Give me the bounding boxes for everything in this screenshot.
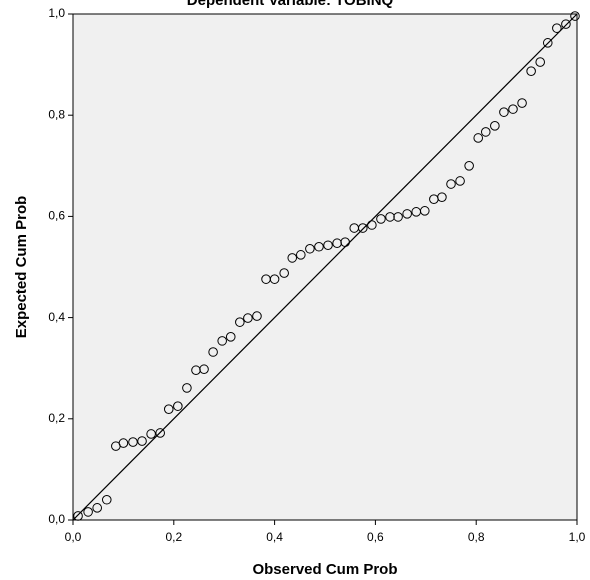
x-tick-label: 0,0 <box>65 530 82 544</box>
y-tick-label: 0,4 <box>48 310 65 324</box>
x-tick-label: 0,2 <box>165 530 182 544</box>
y-tick-label: 1,0 <box>48 6 65 20</box>
chart-title: Dependent Variable: TOBINQ <box>187 0 394 9</box>
x-tick-label: 0,4 <box>266 530 283 544</box>
y-axis-label: Expected Cum Prob <box>13 196 30 339</box>
x-axis-label: Observed Cum Prob <box>252 561 397 578</box>
x-tick-label: 0,8 <box>468 530 485 544</box>
x-tick-label: 0,6 <box>367 530 384 544</box>
y-tick-label: 0,2 <box>48 411 65 425</box>
chart: Dependent Variable: TOBINQ Observed Cum … <box>0 0 590 580</box>
x-tick-label: 1,0 <box>569 530 586 544</box>
y-tick-label: 0,0 <box>48 512 65 526</box>
y-tick-label: 0,8 <box>48 107 65 121</box>
y-tick-label: 0,6 <box>48 209 65 223</box>
